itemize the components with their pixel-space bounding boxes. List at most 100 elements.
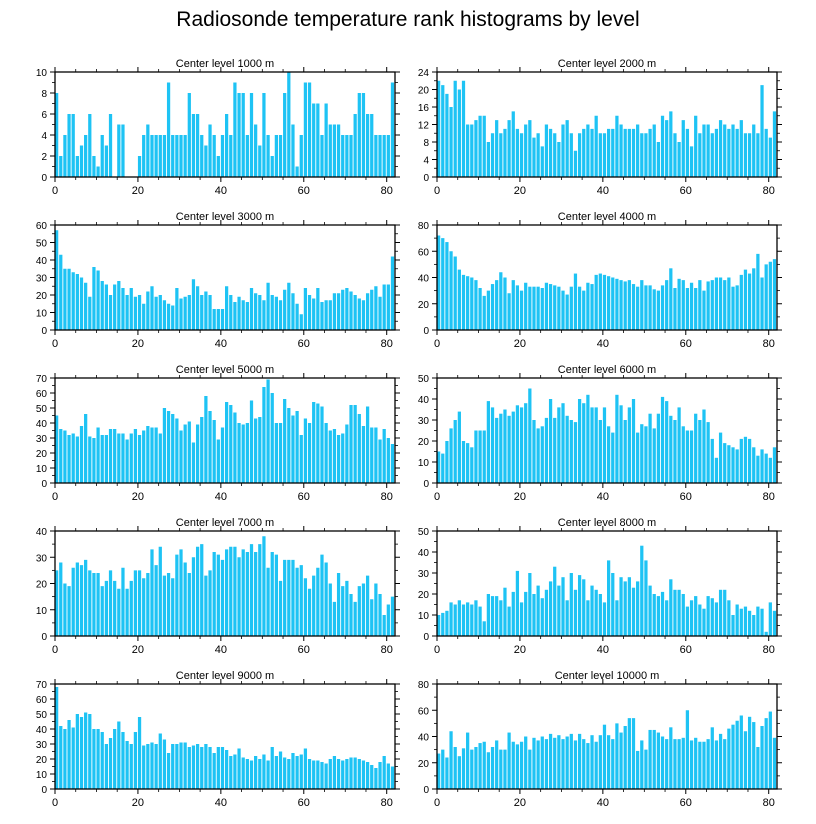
bar [470,447,474,483]
bar [125,588,129,636]
bar [689,430,694,483]
bar [441,612,445,636]
bar [104,145,109,177]
bar [718,277,723,330]
bar [482,295,486,330]
x-tick-label: 80 [381,644,393,656]
bar [274,296,279,330]
bar [607,560,611,636]
bar [390,596,395,636]
bar [582,739,586,789]
bar [731,286,735,330]
bar [636,581,640,636]
bar [320,302,324,330]
y-tick-label: 20 [36,580,48,591]
bar [353,757,357,789]
bar [291,415,295,483]
bar [573,740,578,789]
bar [644,133,648,177]
bar [482,741,486,789]
bar [150,286,154,330]
bar [598,594,602,636]
x-tick-label: 0 [434,491,440,503]
bar [607,128,611,177]
bar [582,290,586,330]
bar [656,413,661,483]
bar [582,403,586,483]
bar [349,291,353,330]
bar [258,759,262,789]
bar [470,604,474,636]
bar [457,411,461,483]
bar [84,414,88,483]
bar [283,399,287,483]
bar [191,114,196,177]
bar [731,615,735,636]
panel-title: Center level 10000 m [555,670,660,682]
bar [332,293,337,330]
bar [237,423,241,483]
bar [482,115,486,177]
bar [519,407,524,483]
bar [710,598,714,636]
panel-7: Center level 7000 m 0 20 40 60 80 0 10 20 30 40 [36,517,400,656]
y-tick-label: 80 [418,221,430,232]
bar [557,735,561,789]
bar [187,421,191,483]
bar [233,302,237,330]
bar [183,296,187,330]
bar [283,559,287,636]
bar [602,602,607,636]
bar [449,731,453,789]
bar [162,300,167,330]
bar [378,439,382,483]
bar [63,268,67,330]
bar [743,731,748,789]
bar [63,430,67,483]
bar [55,687,59,789]
bar [241,93,245,177]
bar [233,546,237,636]
bar [88,114,92,177]
bar [291,559,295,636]
bar [665,280,669,330]
bar [478,288,482,330]
y-tick-label: 60 [36,695,48,706]
bar [365,406,370,483]
bar [706,281,710,330]
bar [254,552,258,636]
bar [158,733,162,789]
bar [142,303,146,330]
bar [324,562,328,636]
bar [63,729,67,789]
bar [108,570,113,636]
bar [328,300,332,330]
x-tick-label: 0 [52,644,58,656]
bar [258,295,262,330]
bar [594,115,598,177]
y-tick-label: 20 [418,759,430,770]
y-tick-label: 80 [418,680,430,691]
bar [677,589,681,636]
bar [245,302,249,330]
bar [187,573,191,636]
bar [640,545,644,636]
bar [108,738,113,789]
y-tick-label: 60 [36,389,48,400]
bar [378,762,382,789]
panel-8: Center level 8000 m 0 20 40 60 80 0 10 20 30 40 50 [418,517,782,656]
bar [532,137,536,177]
bar [623,581,627,636]
bar [204,744,208,789]
x-tick-label: 60 [298,797,310,809]
bar [345,580,349,636]
bar [357,414,361,483]
bar [764,718,768,789]
bar [623,128,627,177]
bar [166,411,171,483]
bar [714,457,719,483]
bar [307,759,312,789]
bar [573,422,578,483]
bar [336,573,341,636]
bar [457,756,461,789]
